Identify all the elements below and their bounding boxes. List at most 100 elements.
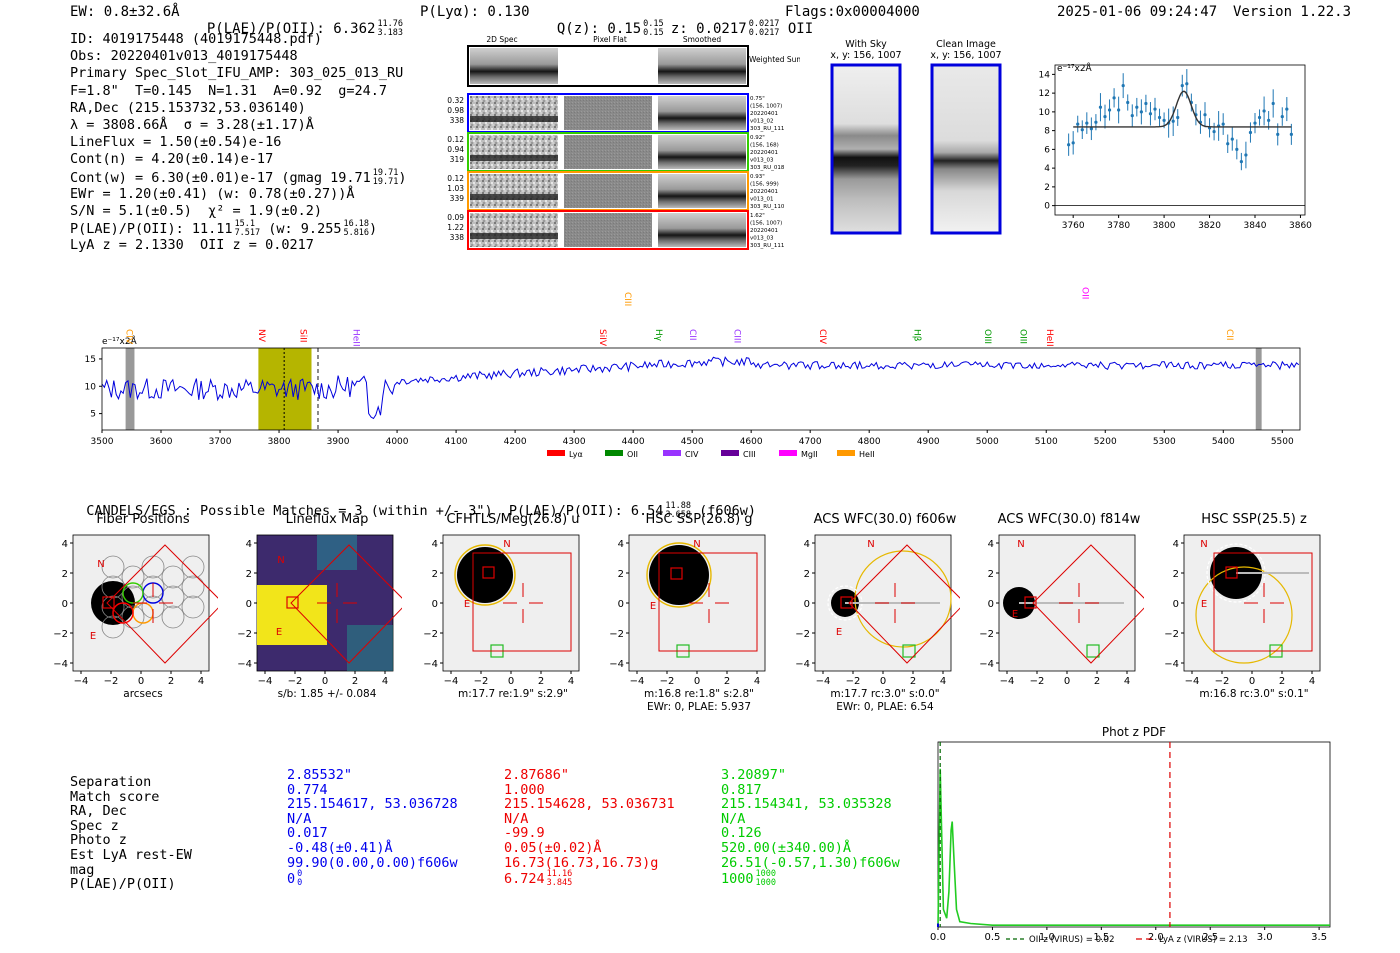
spec2d-row-stat: 338 bbox=[450, 116, 465, 125]
cutout-xtick-label: −2 bbox=[474, 676, 489, 687]
linefit-point bbox=[1157, 115, 1162, 120]
fullspec-legend-label: HeII bbox=[859, 450, 875, 459]
fullspec-xtick-label: 5000 bbox=[976, 437, 999, 447]
header-qz-hi: 0.15 bbox=[643, 19, 664, 29]
linefit-point bbox=[1085, 121, 1089, 125]
cutout-title: CFHTLS/Meg(26.8) u bbox=[446, 512, 580, 527]
match-cell: 0.817 bbox=[721, 781, 762, 798]
match-plae-value: 6.724 bbox=[504, 871, 545, 888]
linefit-point bbox=[1144, 101, 1148, 106]
cutout-ytick-label: 0 bbox=[1173, 599, 1179, 610]
header-plae-hi: 11.76 bbox=[377, 19, 404, 29]
spec2d-row-flat bbox=[564, 213, 652, 247]
fullspec-line-label: SiIV bbox=[597, 329, 607, 347]
spec2d-row-flat bbox=[564, 135, 652, 169]
cutout-ytick-label: 0 bbox=[804, 599, 810, 610]
label-separation: Separation bbox=[70, 774, 152, 790]
match-cell: 0.017 bbox=[287, 825, 328, 842]
spec2d-row-meta: 303_RU_111 bbox=[750, 243, 784, 249]
spec2d-row-meta: 0.93" bbox=[750, 174, 765, 180]
spec2d-row-frame bbox=[467, 210, 749, 250]
cutout-ytick-label: −2 bbox=[979, 629, 994, 640]
cutout-ytick-label: 0 bbox=[432, 599, 438, 610]
spec2d-row-meta: 0.75" bbox=[750, 96, 765, 102]
east-label: E bbox=[1012, 609, 1018, 620]
cutout-xtick-label: −4 bbox=[258, 676, 273, 687]
info-plae-range: 15.1 7.517 bbox=[235, 220, 261, 238]
linefit-point bbox=[1235, 147, 1239, 151]
cutout-ytick-label: −4 bbox=[237, 659, 252, 670]
spec2d-header-smooth: Smoothed bbox=[683, 35, 722, 44]
cutout-xtick-label: 2 bbox=[168, 676, 174, 687]
spec2d-row-meta: (156, 999) bbox=[750, 182, 779, 188]
match-marker bbox=[1086, 644, 1100, 658]
source-blob bbox=[649, 545, 709, 605]
fullspec-xtick-label: 3500 bbox=[91, 437, 114, 447]
cutout-ytick-label: −4 bbox=[1164, 659, 1179, 670]
fiber-circle-red bbox=[112, 602, 134, 624]
photz-xtick-label: 1.5 bbox=[1093, 932, 1109, 943]
with-sky-title: With Sky bbox=[845, 39, 887, 50]
match-cell: 0.774 bbox=[287, 781, 328, 798]
spec2d-row-trace bbox=[470, 194, 558, 200]
linefit-point bbox=[1276, 132, 1280, 136]
candels-hi: 11.88 bbox=[665, 501, 691, 511]
linefit-point bbox=[1176, 115, 1180, 120]
fullspec-xtick-label: 4100 bbox=[445, 437, 468, 447]
cutout-ytick-label: −4 bbox=[609, 659, 624, 670]
header-z-hi: 0.0217 bbox=[748, 19, 780, 29]
match-plae-range: 11.16 3.845 bbox=[547, 870, 573, 888]
fiber-circle bbox=[161, 605, 185, 629]
photz-xtick-label: 3.0 bbox=[1257, 932, 1273, 943]
cutout-xtick-label: −4 bbox=[816, 676, 831, 687]
linefit-point bbox=[1171, 119, 1175, 123]
fullspec-ytick-label: 15 bbox=[85, 355, 96, 365]
info-fit: F=1.8" T=0.145 N=1.31 A=0.92 g=24.7 bbox=[70, 82, 387, 99]
cutout-caption: m:17.7 re:1.9" s:2.9" bbox=[458, 688, 568, 700]
spec2d-row-stat: 0.09 bbox=[447, 213, 464, 222]
ifu-footprint bbox=[848, 544, 960, 664]
match-cell: N/A bbox=[287, 810, 312, 827]
ifu-footprint bbox=[290, 544, 402, 664]
linefit-point bbox=[1076, 122, 1080, 126]
linefit-point bbox=[1271, 101, 1275, 106]
linefit-point bbox=[1080, 128, 1084, 132]
match-cell: 215.154341, 53.035328 bbox=[721, 796, 892, 813]
fullspec-xtick-label: 3600 bbox=[150, 437, 173, 447]
info-plae-w-lo: 5.816 bbox=[343, 228, 370, 239]
header-qz-label: Q(z): 0.15 bbox=[556, 21, 642, 37]
cutout-xtick-label: 2 bbox=[1279, 676, 1285, 687]
cutout-caption: EWr: 0, PLAE: 6.54 bbox=[836, 701, 934, 713]
spec2d-row-meta: 20220401 bbox=[750, 111, 778, 117]
fullspec-line-label: Hβ bbox=[911, 329, 921, 342]
fullspec-masked-region bbox=[125, 348, 135, 430]
info-ewr: EWr = 1.20(±0.41) (w: 0.78(±0.27))Å bbox=[70, 185, 355, 202]
fiber-marker bbox=[482, 566, 495, 579]
fullspec-legend-swatch bbox=[605, 450, 623, 456]
cutout-ytick-label: 4 bbox=[618, 539, 624, 550]
linefit-xtick-label: 3800 bbox=[1153, 221, 1176, 230]
fullspec-xtick-label: 5500 bbox=[1271, 437, 1294, 447]
info-plae-text: P(LAE)/P(OII): 11.11 bbox=[70, 221, 233, 238]
match-marker bbox=[902, 644, 916, 658]
cutout-image: N E −4 −2 0 2 4 4 2 0 −2 −4 bbox=[795, 534, 960, 687]
cutout-xtick-label: 2 bbox=[538, 676, 544, 687]
cutout-xtick-label: 4 bbox=[1124, 676, 1130, 687]
cutout-ytick-label: 2 bbox=[618, 569, 624, 580]
cutout-xtick-label: 0 bbox=[138, 676, 144, 687]
linefit-ytick-label: 14 bbox=[1039, 70, 1051, 80]
clean-title: Clean Image bbox=[936, 39, 996, 50]
cutout-xtick-label: 0 bbox=[1249, 676, 1255, 687]
spec2d-row-flat bbox=[564, 174, 652, 208]
cutout-xtick-label: −2 bbox=[1030, 676, 1045, 687]
linefit-point bbox=[1257, 115, 1262, 120]
label-specz: Spec z bbox=[70, 817, 119, 834]
fiber-circle bbox=[101, 595, 125, 619]
fiber-circle bbox=[101, 555, 125, 579]
match-cell: 0.126 bbox=[721, 825, 762, 842]
cutout-image: N E −4 −2 0 2 4 4 2 0 −2 −4 bbox=[609, 534, 766, 687]
linefit-ytick-label: 6 bbox=[1044, 145, 1050, 155]
cutout-caption: m:16.8 re:1.8" s:2.8" bbox=[644, 688, 754, 700]
fullspec-line-label: OIII bbox=[1018, 329, 1028, 344]
info-plae-w-hi: 16.18 bbox=[343, 219, 370, 230]
